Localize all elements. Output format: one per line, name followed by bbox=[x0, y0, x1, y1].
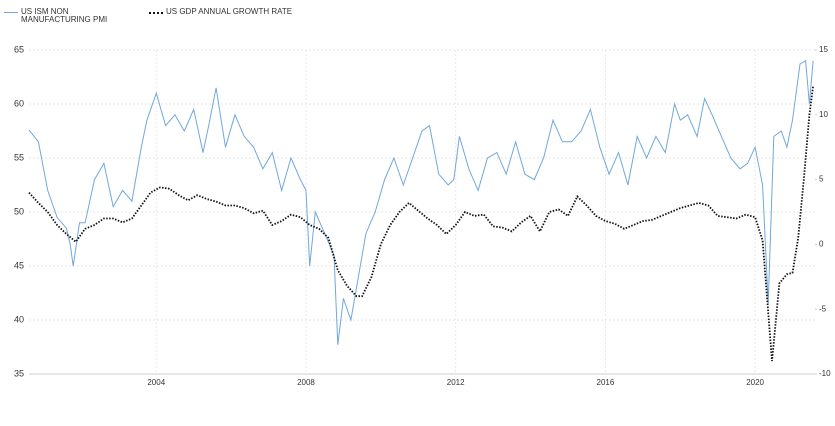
y-tick-label: 35 bbox=[14, 368, 24, 378]
series-line bbox=[28, 59, 814, 345]
y-tick-label: 55 bbox=[14, 152, 24, 162]
legend-item: US GDP ANNUAL GROWTH RATE bbox=[149, 8, 292, 24]
x-tick-label: 2008 bbox=[297, 378, 315, 387]
x-tick-label: 2012 bbox=[447, 378, 465, 387]
y2-tick-label: 0 bbox=[819, 240, 824, 249]
legend: US ISM NON MANUFACTURING PMI US GDP ANNU… bbox=[4, 8, 292, 24]
legend-label: US ISM NON MANUFACTURING PMI bbox=[21, 7, 108, 24]
y-tick-label: 40 bbox=[14, 314, 24, 324]
y-tick-label: 65 bbox=[14, 44, 24, 54]
x-tick-label: 2020 bbox=[746, 378, 764, 387]
y2-tick-label: -5 bbox=[819, 304, 827, 313]
y-tick-label: 50 bbox=[14, 206, 24, 216]
y-tick-label: 45 bbox=[14, 260, 24, 270]
legend-swatch bbox=[4, 12, 18, 13]
x-tick-label: 2004 bbox=[147, 378, 165, 387]
y2-tick-label: 15 bbox=[819, 45, 828, 54]
legend-label: US GDP ANNUAL GROWTH RATE bbox=[166, 7, 293, 16]
y-tick-label: 60 bbox=[14, 98, 24, 108]
x-tick-label: 2016 bbox=[597, 378, 615, 387]
y2-tick-label: 10 bbox=[819, 110, 828, 119]
y2-tick-label: 5 bbox=[819, 175, 824, 184]
legend-item: US ISM NON MANUFACTURING PMI bbox=[4, 8, 139, 24]
y2-tick-label: -10 bbox=[819, 369, 831, 378]
legend-swatch bbox=[149, 12, 163, 14]
